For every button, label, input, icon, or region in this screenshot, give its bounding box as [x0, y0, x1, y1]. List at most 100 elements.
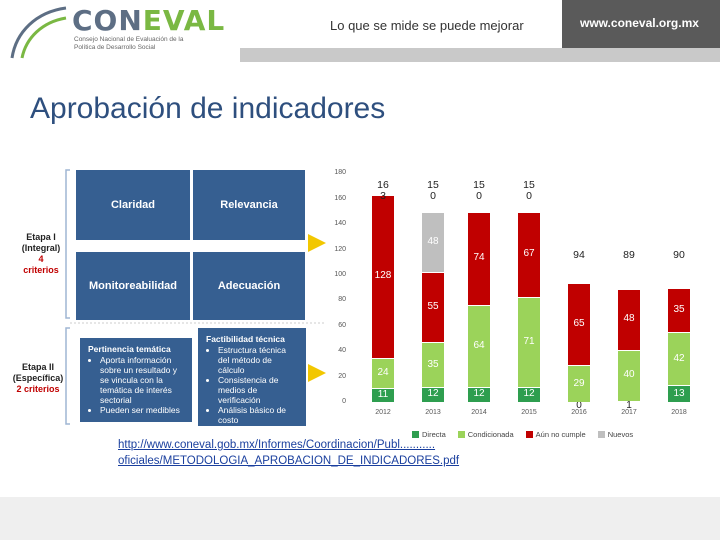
bar-total-part: 15 — [427, 179, 439, 191]
bar-value-label: 1 — [626, 400, 632, 411]
bar-value-label: 35 — [427, 358, 439, 370]
legend-label: Nuevos — [607, 430, 634, 439]
x-tick-label: 2015 — [521, 409, 537, 416]
etapa-1-name: Etapa I — [26, 232, 56, 242]
bar-total-part: 15 — [473, 179, 485, 191]
logo-text-part1: CON — [72, 4, 143, 37]
bar-segment — [568, 282, 590, 284]
etapa-1-type: (Integral) — [21, 243, 61, 253]
criterion-relevancia: Relevancia — [193, 170, 305, 240]
bar-total-part: 94 — [573, 249, 585, 261]
legend-item: Aún no cumple — [525, 430, 586, 439]
bar-segment — [468, 386, 490, 402]
x-tick-label: 2013 — [425, 409, 441, 416]
x-tick-label: 2017 — [621, 409, 637, 416]
arrow-right-icon — [308, 234, 326, 252]
bar-segment — [372, 194, 394, 196]
bar-value-label: 29 — [573, 377, 585, 389]
bar-total-part: 3 — [380, 190, 386, 202]
coneval-logo[interactable]: CONEVAL Consejo Nacional de Evaluación d… — [0, 0, 240, 62]
pertinencia-heading: Pertinencia temática — [88, 344, 171, 354]
bar-value-label: 67 — [523, 248, 535, 260]
bar-segment — [422, 211, 444, 273]
bar-value-label: 48 — [623, 313, 635, 325]
header: CONEVAL Consejo Nacional de Evaluación d… — [0, 0, 720, 62]
y-tick-label: 120 — [334, 245, 346, 253]
bar-segment — [468, 305, 490, 387]
y-tick-label: 0 — [342, 398, 346, 405]
legend-label: Directa — [422, 430, 446, 439]
legend-item: Directa — [412, 430, 446, 439]
bar-value-label: 48 — [427, 235, 439, 247]
list-item: Aporta información sobre un resultado y … — [100, 355, 184, 405]
legend-label: Aún no cumple — [535, 430, 586, 439]
y-tick-label: 160 — [334, 194, 346, 202]
list-item: Estructura técnica del método de cálculo — [218, 345, 298, 375]
bar-value-label: 71 — [523, 335, 535, 347]
bar-value-label: 42 — [673, 352, 685, 364]
bar-value-label: 13 — [673, 387, 685, 399]
slogan-text: Lo que se mide se puede mejorar — [330, 18, 524, 33]
bar-total-label: 15 0 — [467, 180, 491, 202]
x-tick-label: 2018 — [671, 409, 687, 416]
bar-total-label: 16 3 — [371, 180, 395, 202]
bar-segment — [372, 357, 394, 389]
header-band — [240, 48, 720, 62]
bar-value-label: 0 — [576, 400, 582, 411]
criterion-adecuacion: Adecuación — [193, 252, 305, 320]
url-text[interactable]: www.coneval.org.mx — [580, 16, 699, 30]
arrow-right-icon — [308, 364, 326, 382]
y-tick-label: 40 — [338, 347, 346, 355]
bar-value-label: 35 — [673, 303, 685, 315]
etapa-2-name: Etapa II — [21, 362, 54, 372]
etapa-2-label: Etapa II (Específica) 2 criterios — [10, 362, 66, 395]
legend-swatch — [457, 431, 465, 438]
logo-text-part2: EVAL — [142, 4, 226, 37]
criterion-claridad: Claridad — [76, 170, 190, 240]
bar-total-label: 94 — [567, 250, 591, 261]
bar-segment — [618, 349, 640, 401]
criteria-diagram: Claridad Relevancia Monitoreabilidad Ade… — [0, 168, 330, 455]
footer-band — [0, 497, 720, 540]
bar-segment — [668, 332, 690, 386]
logo-swoosh-icon — [10, 6, 67, 59]
bar-value-label: 12 — [473, 388, 485, 400]
pertinencia-list: Aporta información sobre un resultado y … — [88, 355, 184, 415]
bar-segment — [422, 342, 444, 387]
url-box[interactable]: www.coneval.org.mx — [562, 0, 720, 48]
criterion-monitoreabilidad: Monitoreabilidad — [76, 252, 190, 320]
bar-total-label: 15 0 — [421, 180, 445, 202]
bar-total-label: 89 — [617, 250, 641, 261]
bar-total-label: 90 — [667, 250, 691, 261]
bar-segment — [668, 287, 690, 289]
list-item: Análisis básico de costo — [218, 405, 298, 425]
etapa-1-criteria: criterios — [23, 265, 59, 275]
logo-text: CONEVAL — [72, 4, 225, 37]
methodology-link[interactable]: http://www.coneval.gob.mx/Informes/Coord… — [118, 437, 459, 469]
y-tick-label: 60 — [338, 321, 346, 329]
bar-total-part: 90 — [673, 249, 685, 261]
x-tick-label: 2014 — [471, 409, 487, 416]
bar-total-part: 0 — [526, 190, 532, 202]
x-tick-label: 2012 — [375, 409, 391, 416]
bar-total-label: 15 0 — [517, 180, 541, 202]
legend-swatch — [412, 431, 419, 438]
bar-total-part: 0 — [430, 190, 436, 202]
bar-segment — [618, 400, 640, 402]
legend-item: Nuevos — [597, 430, 634, 439]
bar-value-label: 74 — [473, 252, 485, 264]
bar-value-label: 40 — [623, 369, 635, 381]
bar-segment — [422, 272, 444, 343]
methodology-link-line2[interactable]: oficiales/METODOLOGIA_APROBACION_DE_INDI… — [118, 455, 460, 467]
methodology-link-line1[interactable]: http://www.coneval.gob.mx/Informes/Coord… — [118, 439, 436, 451]
y-tick-label: 80 — [338, 296, 346, 304]
bar-segment — [518, 386, 540, 402]
list-item: Pueden ser medibles — [100, 405, 184, 415]
etapa-2-criteria: 2 criterios — [16, 384, 60, 394]
page-title: Aprobación de indicadores — [30, 92, 386, 125]
diagram-lines — [65, 169, 325, 425]
bar-segment — [568, 365, 590, 402]
bar-segment — [518, 296, 540, 387]
factibilidad-list: Estructura técnica del método de cálculo… — [206, 345, 298, 455]
bar-value-label: 64 — [473, 340, 485, 352]
